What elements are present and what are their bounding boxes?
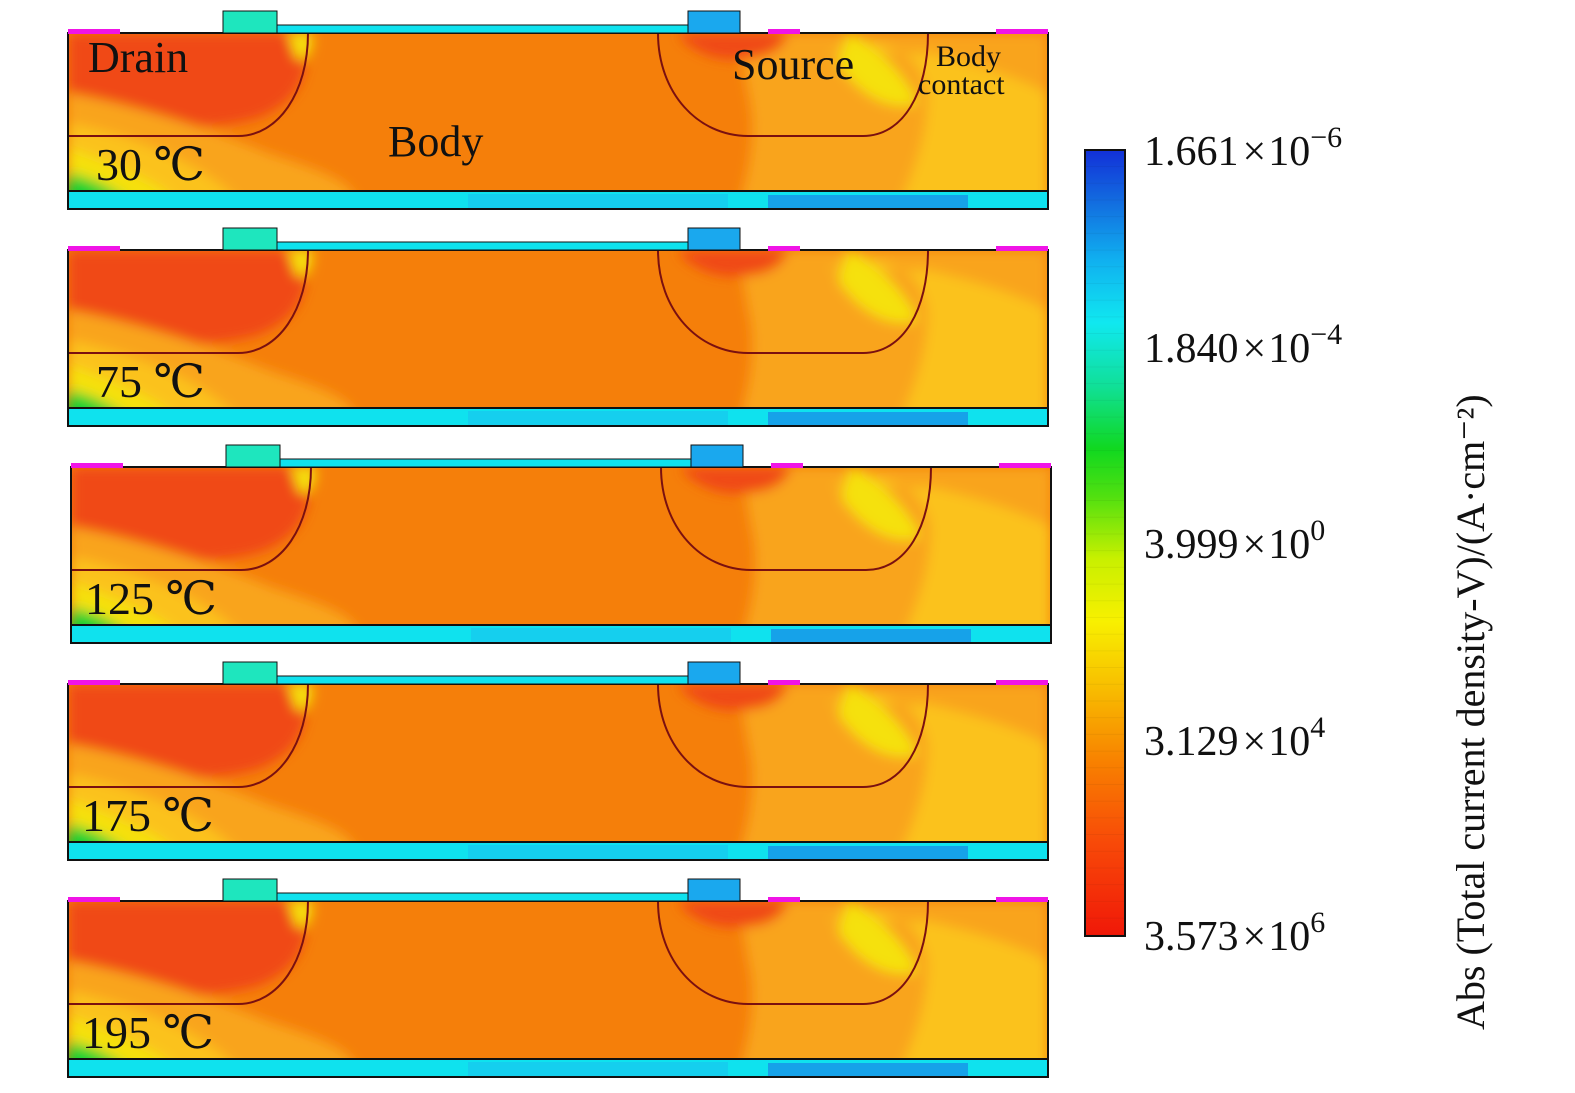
panel-2: 75 ℃ bbox=[67, 227, 1049, 427]
temperature-label: 75 ℃ bbox=[96, 356, 205, 407]
panel-3: 125 ℃ bbox=[70, 444, 1052, 644]
panel-1: 30 ℃ bbox=[67, 10, 1049, 210]
body-contact-label-line1: Body bbox=[936, 40, 1001, 73]
temperature-label: 195 ℃ bbox=[82, 1007, 214, 1058]
temperature-label: 175 ℃ bbox=[82, 790, 214, 841]
drain-label: Drain bbox=[88, 33, 188, 82]
source-label: Source bbox=[732, 40, 854, 89]
temperature-label: 125 ℃ bbox=[85, 573, 217, 624]
temperature-panels: 30 ℃ bbox=[67, 10, 1052, 1078]
colorbar-tick-label: 1.661×10−6 bbox=[1144, 121, 1342, 175]
colorbar-bands bbox=[1085, 150, 1125, 936]
panel-4: 175 ℃ bbox=[67, 661, 1049, 861]
colorbar-tick-label: 1.840×10−4 bbox=[1144, 318, 1342, 372]
body-label: Body bbox=[388, 117, 483, 166]
colorbar-tick-label: 3.573×106 bbox=[1144, 906, 1325, 960]
panel-5: 195 ℃ bbox=[67, 878, 1049, 1078]
colorbar-frame bbox=[1084, 149, 1126, 937]
body-contact-label-line2: contact bbox=[918, 68, 1005, 101]
colorbar-ticks: 1.661×10−6 1.840×10−4 3.999×100 3.129×104 3.… bbox=[1144, 121, 1342, 960]
colorbar: 1.661×10−6 1.840×10−4 3.999×100 3.129×104 3.… bbox=[1084, 121, 1493, 1030]
colorbar-tick-label: 3.999×100 bbox=[1144, 514, 1325, 568]
colorbar-tick-label: 3.129×104 bbox=[1144, 711, 1325, 765]
temperature-label: 30 ℃ bbox=[96, 139, 205, 190]
colorbar-title: Abs (Total current density-V)/(A·cm⁻²) bbox=[1448, 394, 1493, 1030]
